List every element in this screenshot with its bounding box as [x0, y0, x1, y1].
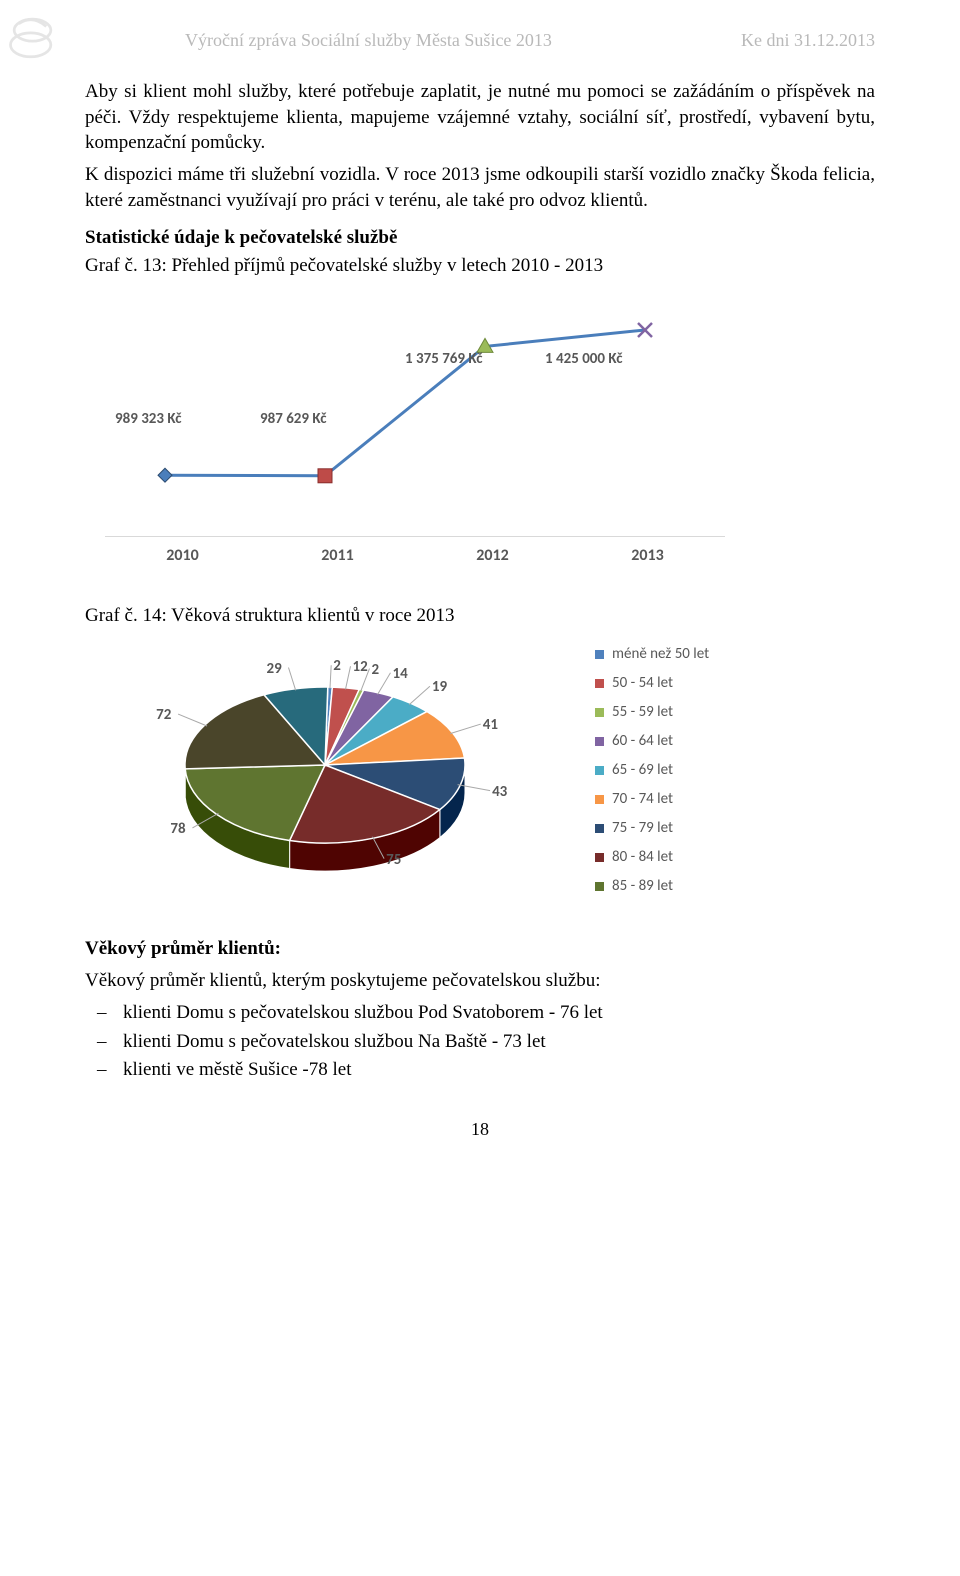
- legend-label: 85 - 89 let: [612, 877, 673, 895]
- legend-label: 60 - 64 let: [612, 732, 673, 750]
- stats-heading: Statistické údaje k pečovatelské službě: [85, 227, 875, 249]
- list-item: klienti Domu s pečovatelskou službou Pod…: [123, 999, 875, 1028]
- pie-slice-label: 75: [386, 851, 401, 869]
- page-header: Výroční zpráva Sociální služby Města Suš…: [185, 30, 875, 51]
- line-chart-svg: [105, 295, 705, 525]
- pie-slice-label: 2: [333, 657, 341, 675]
- chart14-caption: Graf č. 14: Věková struktura klientů v r…: [85, 605, 875, 627]
- data-point-label: 1 375 769 Kč: [405, 350, 483, 368]
- age-avg-intro: Věkový průměr klientů, kterým poskytujem…: [85, 968, 875, 994]
- legend-item: méně než 50 let: [595, 645, 709, 663]
- legend-swatch: [595, 766, 604, 775]
- legend-label: 65 - 69 let: [612, 761, 673, 779]
- legend-swatch: [595, 882, 604, 891]
- header-right: Ke dni 31.12.2013: [741, 30, 875, 51]
- pie-slice-label: 43: [492, 783, 507, 801]
- legend-item: 70 - 74 let: [595, 790, 709, 808]
- page-number: 18: [85, 1119, 875, 1140]
- paragraph-2: K dispozici máme tři služební vozidla. V…: [85, 162, 875, 213]
- pie-slice-label: 41: [483, 716, 498, 734]
- age-avg-list: klienti Domu s pečovatelskou službou Pod…: [85, 999, 875, 1085]
- line-chart: 2010 2011 2012 2013 989 323 Kč 987 629 Kč 1 3…: [85, 295, 725, 575]
- legend-item: 65 - 69 let: [595, 761, 709, 779]
- data-point-label: 987 629 Kč: [260, 410, 327, 428]
- pie-slice-label: 19: [432, 678, 447, 696]
- legend-label: 50 - 54 let: [612, 674, 673, 692]
- data-point-label: 1 425 000 Kč: [545, 350, 623, 368]
- legend-swatch: [595, 795, 604, 804]
- legend-label: 70 - 74 let: [612, 790, 673, 808]
- pie-slice-label: 29: [266, 660, 281, 678]
- x-axis-label: 2013: [631, 546, 663, 565]
- data-point-label: 989 323 Kč: [115, 410, 182, 428]
- logo-icon: [5, 10, 60, 65]
- x-axis-label: 2010: [166, 546, 198, 565]
- legend-label: 75 - 79 let: [612, 819, 673, 837]
- pie-slice-label: 78: [170, 820, 185, 838]
- legend-swatch: [595, 679, 604, 688]
- legend-item: 60 - 64 let: [595, 732, 709, 750]
- list-item: klienti Domu s pečovatelskou službou Na …: [123, 1028, 875, 1057]
- pie-chart-svg: [125, 645, 545, 905]
- paragraph-1: Aby si klient mohl služby, které potřebu…: [85, 79, 875, 156]
- legend-label: méně než 50 let: [612, 645, 709, 663]
- pie-chart: 21221419414375787229: [125, 645, 575, 905]
- pie-chart-area: 21221419414375787229 méně než 50 let50 -…: [125, 645, 875, 906]
- legend-label: 80 - 84 let: [612, 848, 673, 866]
- legend-item: 50 - 54 let: [595, 674, 709, 692]
- legend-swatch: [595, 824, 604, 833]
- legend-swatch: [595, 708, 604, 717]
- pie-slice-label: 72: [156, 706, 171, 724]
- legend-item: 85 - 89 let: [595, 877, 709, 895]
- list-item: klienti ve městě Sušice -78 let: [123, 1056, 875, 1085]
- legend-label: 55 - 59 let: [612, 703, 673, 721]
- x-axis-labels: 2010 2011 2012 2013: [105, 546, 725, 565]
- x-axis-label: 2011: [321, 546, 353, 565]
- pie-legend: méně než 50 let 50 - 54 let 55 - 59 let 60 …: [595, 645, 709, 906]
- pie-slice-label: 12: [353, 658, 368, 676]
- legend-swatch: [595, 650, 604, 659]
- legend-swatch: [595, 853, 604, 862]
- x-axis: [105, 536, 725, 537]
- age-avg-heading: Věkový průměr klientů:: [85, 936, 875, 962]
- legend-item: 55 - 59 let: [595, 703, 709, 721]
- legend-item: 80 - 84 let: [595, 848, 709, 866]
- header-left: Výroční zpráva Sociální služby Města Suš…: [185, 30, 552, 51]
- legend-item: 75 - 79 let: [595, 819, 709, 837]
- x-axis-label: 2012: [476, 546, 508, 565]
- legend-swatch: [595, 737, 604, 746]
- chart13-caption: Graf č. 13: Přehled příjmů pečovatelské …: [85, 255, 875, 277]
- pie-slice-label: 14: [392, 665, 407, 683]
- pie-slice-label: 2: [371, 661, 379, 679]
